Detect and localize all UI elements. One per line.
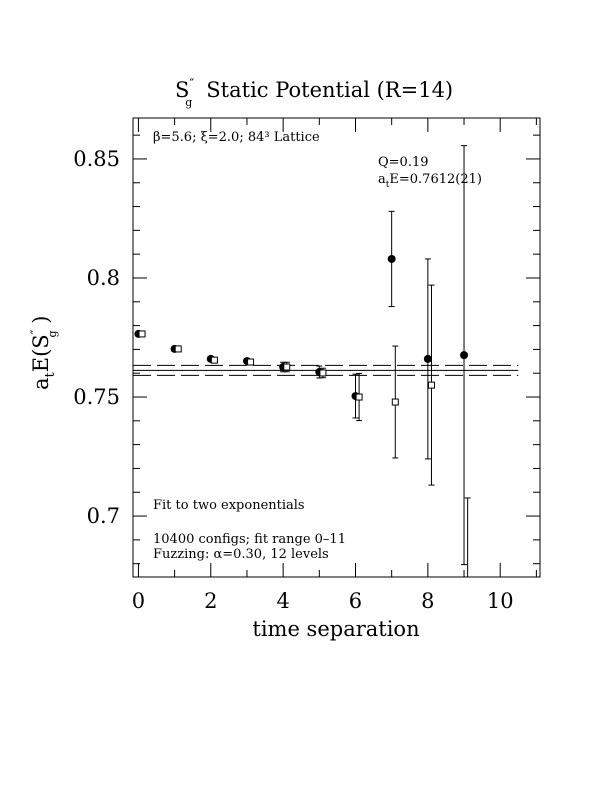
- point: [460, 351, 469, 360]
- x-tick-label: 4: [276, 589, 289, 613]
- y-tick-label: 0.75: [73, 385, 120, 409]
- y-axis-label: atE(S″ g ): [29, 316, 59, 390]
- annotation: 10400 configs; fit range 0–11: [153, 532, 346, 547]
- point: [319, 369, 327, 377]
- point: [427, 381, 435, 389]
- chart-title: S″ gStatic Potential (R=14): [175, 77, 453, 109]
- point: [210, 356, 218, 364]
- annotation: Q=0.19: [378, 155, 429, 170]
- y-tick-label: 0.7: [87, 504, 120, 528]
- point: [283, 363, 291, 371]
- x-tick-label: 2: [204, 589, 217, 613]
- plot-frame: [132, 117, 541, 578]
- annotation: Fit to two exponentials: [153, 498, 305, 513]
- point: [423, 354, 432, 363]
- annotation: β=5.6; ξ=2.0; 84³ Lattice: [153, 130, 320, 145]
- point: [174, 345, 182, 353]
- point: [355, 393, 363, 401]
- point: [391, 398, 399, 406]
- x-axis-label: time separation: [252, 617, 419, 641]
- x-tick-label: 0: [132, 589, 145, 613]
- point: [247, 358, 255, 366]
- annotation: atE=0.7612(21): [378, 172, 482, 190]
- point: [387, 254, 396, 263]
- plot-area: [133, 145, 519, 614]
- y-tick-label: 0.85: [73, 147, 120, 171]
- y-tick-label: 0.8: [87, 266, 120, 290]
- x-tick-label: 10: [487, 589, 514, 613]
- x-tick-label: 8: [421, 589, 434, 613]
- x-tick-label: 6: [349, 589, 362, 613]
- annotation: Fuzzing: α=0.30, 12 levels: [153, 547, 329, 562]
- point: [465, 608, 471, 614]
- point: [138, 330, 146, 338]
